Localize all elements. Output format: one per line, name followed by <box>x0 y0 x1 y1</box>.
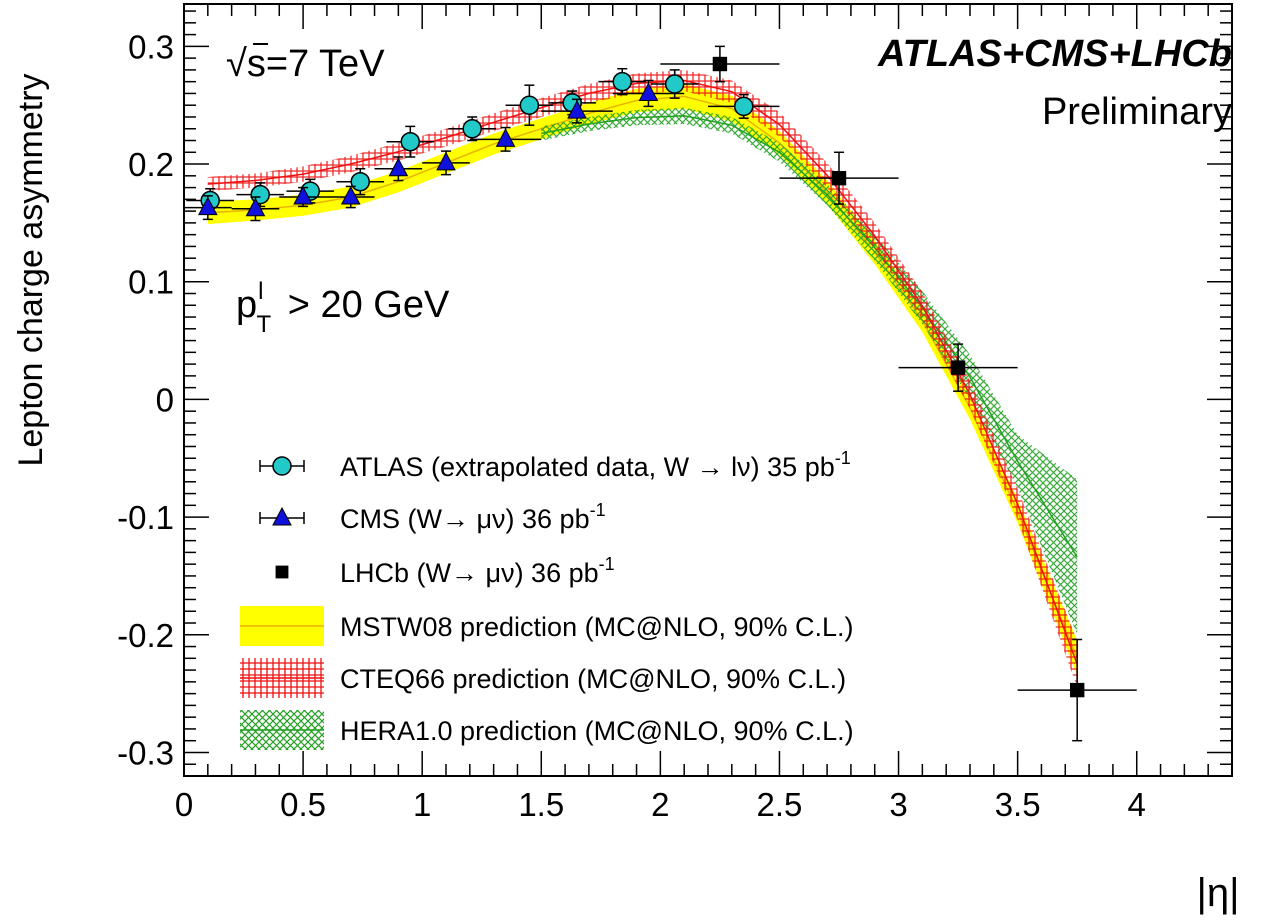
lhcb-marker <box>712 56 728 72</box>
lhcb-marker <box>275 565 289 579</box>
y-tick-label: 0.1 <box>128 264 174 301</box>
legend-label-cteq66: CTEQ66 prediction (MC@NLO, 90% C.L.) <box>340 664 846 694</box>
x-tick-label: 3.5 <box>995 786 1041 823</box>
sqrt-symbol: √ <box>226 43 247 85</box>
legend-label-sup: -1 <box>599 554 615 574</box>
atlas-marker <box>462 118 482 139</box>
atlas-marker <box>350 171 371 192</box>
cms-marker <box>436 151 456 171</box>
x-tick-label: 3 <box>889 786 907 823</box>
cms-marker <box>388 157 409 177</box>
atlas-marker <box>400 131 421 152</box>
atlas-marker <box>612 71 633 92</box>
cms-marker <box>272 506 292 526</box>
y-tick-label: 0.2 <box>128 146 174 183</box>
pt-cut-label: pl T > 20 GeV <box>236 278 450 338</box>
cms-marker <box>293 185 313 205</box>
legend-label-atlas: ATLAS (extrapolated data, W → lν) 35 pb-… <box>340 448 851 482</box>
cms-marker <box>197 196 218 216</box>
cms-marker <box>495 128 516 147</box>
atlas-marker <box>733 96 754 117</box>
energy-label: √s=7 TeV <box>226 43 385 85</box>
cms-marker <box>638 82 659 101</box>
pt-cut-sup: l <box>258 278 263 305</box>
x-tick-label: 2 <box>651 786 669 823</box>
pt-cut-sub: T <box>256 311 271 338</box>
experiments-label: ATLAS+CMS+LHCb <box>877 33 1232 75</box>
data-points <box>184 45 1137 742</box>
legend-label-cms: CMS (W→ μν) 36 pb-1 <box>340 500 606 534</box>
band-hera10 <box>541 107 1078 635</box>
cms-marker <box>245 197 266 217</box>
legend: ATLAS (extrapolated data, W → lν) 35 pb-… <box>240 448 854 750</box>
legend-label-text: CMS (W→ μν) 36 pb <box>340 504 590 534</box>
x-tick-label: 2.5 <box>757 786 803 823</box>
legend-label-text: ATLAS (extrapolated data, W → lν) 35 pb <box>340 452 835 482</box>
x-tick-label: 1 <box>413 786 431 823</box>
band-cteq66 <box>207 69 1078 688</box>
y-tick-label: 0 <box>156 381 174 418</box>
legend-label-lhcb: LHCb (W→ μν) 36 pb-1 <box>340 554 615 588</box>
cms-marker <box>567 100 587 119</box>
prediction-bands <box>207 69 1078 688</box>
legend-label-sup: -1 <box>590 500 606 520</box>
y-axis-title: Lepton charge asymmetry <box>12 73 50 466</box>
x-tick-label: 1.5 <box>518 786 564 823</box>
lhcb-marker <box>1069 682 1085 698</box>
cms-marker <box>340 185 361 205</box>
y-tick-label: 0.3 <box>128 28 174 65</box>
y-tick-label: -0.3 <box>117 734 174 771</box>
x-tick-label: 4 <box>1128 786 1146 823</box>
legend-label-sup: -1 <box>835 448 851 468</box>
preliminary-label: Preliminary <box>1042 91 1232 133</box>
legend-label-mstw08: MSTW08 prediction (MC@NLO, 90% C.L.) <box>340 612 854 642</box>
x-axis-title: |η| <box>1196 871 1239 915</box>
atlas-marker <box>272 456 292 476</box>
lhcb-marker <box>950 360 966 375</box>
band-central-hera10 <box>541 115 1078 558</box>
legend-label-hera10: HERA1.0 prediction (MC@NLO, 90% C.L.) <box>340 716 854 746</box>
y-tick-label: -0.2 <box>117 617 174 654</box>
energy-value: s=7 TeV <box>247 43 385 85</box>
x-tick-label: 0.5 <box>280 786 326 823</box>
x-tick-label: 0 <box>175 786 193 823</box>
y-tick-label: -0.1 <box>117 499 174 536</box>
band-central-cteq66 <box>207 79 1078 665</box>
lhcb-marker <box>831 170 847 186</box>
atlas-marker <box>664 74 685 94</box>
axes: 0 0.5 1 1.5 2 2.5 3 3.5 4 -0.3 -0.2 -0.1 0 0.1 0.2 0.3 <box>117 3 1233 823</box>
legend-label-text: LHCb (W→ μν) 36 pb <box>340 558 599 588</box>
atlas-marker <box>519 95 540 115</box>
